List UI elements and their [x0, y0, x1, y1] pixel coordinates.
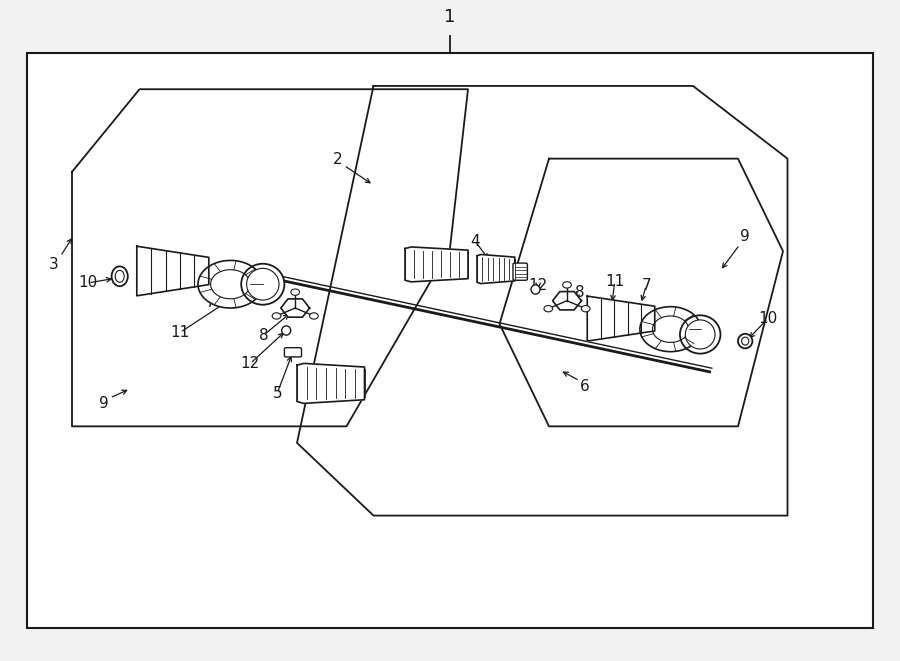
Polygon shape — [297, 364, 364, 403]
Polygon shape — [587, 296, 654, 341]
Ellipse shape — [742, 337, 749, 345]
Text: 3: 3 — [50, 257, 58, 272]
Ellipse shape — [680, 315, 721, 354]
Bar — [27, 53, 873, 628]
Text: 11: 11 — [170, 325, 190, 340]
Ellipse shape — [562, 282, 572, 288]
Text: 4: 4 — [327, 377, 336, 392]
Text: 1: 1 — [445, 9, 455, 26]
Polygon shape — [198, 260, 263, 308]
FancyBboxPatch shape — [513, 263, 527, 280]
Text: 9: 9 — [741, 229, 750, 244]
Ellipse shape — [738, 334, 752, 348]
Text: 12: 12 — [240, 356, 260, 371]
Text: 10: 10 — [758, 311, 778, 326]
Text: 8: 8 — [575, 285, 584, 299]
Text: 2: 2 — [333, 153, 342, 167]
Text: 7: 7 — [206, 295, 215, 310]
Ellipse shape — [115, 270, 124, 282]
Polygon shape — [477, 254, 515, 284]
Polygon shape — [137, 247, 209, 296]
FancyBboxPatch shape — [284, 348, 302, 357]
Text: 10: 10 — [78, 276, 98, 290]
Ellipse shape — [112, 266, 128, 286]
Ellipse shape — [272, 313, 281, 319]
Text: 7: 7 — [642, 278, 651, 293]
Text: 4: 4 — [471, 234, 480, 249]
Text: 5: 5 — [498, 262, 507, 277]
Text: 11: 11 — [605, 274, 625, 289]
Text: 8: 8 — [259, 328, 268, 342]
Ellipse shape — [581, 305, 590, 312]
Ellipse shape — [291, 289, 300, 295]
Ellipse shape — [282, 326, 291, 335]
Ellipse shape — [310, 313, 319, 319]
Ellipse shape — [531, 285, 540, 294]
Polygon shape — [405, 247, 468, 282]
Text: 9: 9 — [99, 396, 108, 410]
Ellipse shape — [247, 268, 279, 300]
Text: 6: 6 — [580, 379, 590, 394]
Polygon shape — [640, 307, 701, 352]
Ellipse shape — [544, 305, 553, 312]
Polygon shape — [553, 292, 581, 310]
Text: 12: 12 — [528, 278, 548, 293]
Polygon shape — [281, 299, 310, 317]
Ellipse shape — [241, 264, 284, 305]
Ellipse shape — [686, 320, 716, 349]
Text: 5: 5 — [273, 386, 282, 401]
